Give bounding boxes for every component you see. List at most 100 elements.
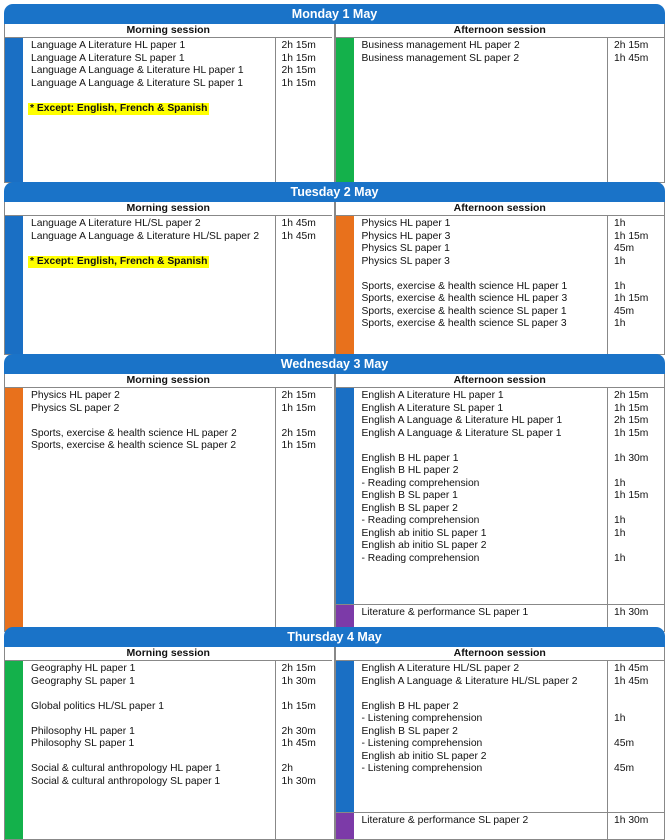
- exam-row: [31, 751, 275, 764]
- subject-color-bar: [5, 38, 23, 182]
- duration-column: 1h 30m: [607, 605, 664, 631]
- exam-row: [31, 415, 275, 428]
- duration-cell: 1h 30m: [614, 452, 649, 464]
- subject-color-bar: [335, 216, 354, 354]
- duration-column: 2h 15m 1h 30m 1h 15m 2h 30m 1h 45m 2h 1h 30m: [274, 661, 332, 839]
- duration-cell: 1h 15m: [281, 52, 316, 64]
- day-body: Morning session Language A Literature HL/…: [4, 202, 665, 355]
- duration-cell: [614, 440, 664, 453]
- day-section: Monday 1 May Morning session Language A Li…: [4, 4, 665, 183]
- exam-name: Business management SL paper 2: [361, 52, 520, 64]
- duration-cell: 1h 45m: [281, 738, 316, 749]
- exam-row: English B HL paper 2: [362, 465, 608, 478]
- subject-color-bar: [335, 388, 354, 604]
- afternoon-content: Physics HL paper 1 Physics HL paper 3 Phys…: [335, 216, 665, 354]
- duration-cell: 1h 30m: [614, 607, 649, 618]
- exam-row: Physics HL paper 2: [31, 390, 275, 403]
- exam-row: Language A Literature HL paper 1: [31, 40, 275, 53]
- exam-name: English A Language & Literature HL paper…: [361, 415, 563, 426]
- subject-color-bar: [335, 813, 354, 839]
- exam-row: - Listening comprehension: [362, 738, 608, 751]
- exam-row: Literature & performance SL paper 2: [362, 815, 608, 828]
- afternoon-session: Afternoon session English A Literature HL…: [334, 647, 665, 839]
- exam-name: Language A Language & Literature HL pape…: [31, 65, 244, 76]
- exception-note: * Except: English, French & Spanish: [28, 102, 210, 115]
- afternoon-session-heading: Afternoon session: [335, 24, 664, 38]
- exam-name: - Reading comprehension: [361, 552, 480, 564]
- exam-name: English A Literature SL paper 1: [361, 402, 504, 414]
- exam-name: Language A Literature HL/SL paper 2: [31, 218, 201, 229]
- exam-list: Business management HL paper 2 Business m…: [354, 38, 608, 182]
- exam-row: English A Language & Literature SL paper…: [362, 428, 608, 441]
- day-header: Tuesday 2 May: [4, 182, 665, 202]
- subject-color-bar: [335, 605, 354, 631]
- exam-row: - Reading comprehension: [362, 478, 608, 491]
- day-section: Wednesday 3 May Morning session Physics HL…: [4, 354, 665, 632]
- exam-list: Literature & performance SL paper 1: [354, 605, 608, 631]
- duration-cell: [614, 503, 664, 516]
- duration-cell: 1h 15m: [281, 77, 316, 89]
- exam-row: English ab initio SL paper 2: [362, 751, 608, 764]
- afternoon-session-heading: Afternoon session: [335, 647, 664, 661]
- exam-name: English B HL paper 2: [361, 465, 459, 476]
- duration-cell: 1h 30m: [281, 675, 316, 687]
- exam-name: Geography SL paper 1: [31, 675, 135, 687]
- duration-cell: 45m: [614, 243, 635, 254]
- exam-name: - Reading comprehension: [361, 515, 480, 526]
- duration-column: 1h 45m 1h 45m 1h 45m 45m: [607, 661, 664, 812]
- exam-name: English ab initio SL paper 2: [361, 540, 487, 551]
- exam-row: Sports, exercise & health science HL pap…: [362, 293, 608, 306]
- exception-note: * Except: English, French & Spanish: [28, 255, 210, 268]
- exam-row: Physics SL paper 1: [362, 243, 608, 256]
- duration-cell: [282, 415, 332, 428]
- exam-row: Sports, exercise & health science SL pap…: [362, 306, 608, 319]
- duration-cell: 1h 15m: [281, 700, 316, 712]
- afternoon-content: English A Literature HL paper 1 English A…: [335, 388, 664, 631]
- duration-cell: 1h: [614, 515, 626, 526]
- exam-row: [31, 713, 275, 726]
- exam-row: - Reading comprehension: [362, 553, 608, 566]
- duration-cell: 1h 45m: [614, 52, 649, 64]
- duration-cell: 2h 15m: [614, 415, 649, 426]
- exam-name: Global politics HL/SL paper 1: [31, 700, 164, 712]
- exam-name: Physics SL paper 1: [361, 243, 450, 254]
- exam-list: Physics HL paper 1 Physics HL paper 3 Phys…: [354, 216, 608, 354]
- duration-cell: 1h 15m: [614, 490, 649, 501]
- exam-row: Physics HL paper 1: [362, 218, 608, 231]
- exam-name: English ab initio SL paper 2: [361, 750, 487, 762]
- duration-column: 2h 15m 1h 15m 2h 15m 1h 15m 1h 30m 1h 1h 15m 1h…: [607, 388, 664, 604]
- duration-cell: 2h 30m: [281, 725, 316, 737]
- exam-name: Language A Language & Literature HL/SL p…: [31, 230, 260, 242]
- exam-row: Language A Literature HL/SL paper 2: [31, 218, 275, 231]
- afternoon-session: Afternoon session Physics HL paper 1 Physi…: [334, 202, 665, 354]
- duration-cell: [614, 540, 664, 553]
- exam-row: Business management SL paper 2: [362, 53, 608, 66]
- morning-session: Morning session Language A Literature HL …: [5, 24, 335, 182]
- exam-name: Physics HL paper 2: [31, 390, 120, 401]
- subject-group: Language A Literature HL/SL paper 2 Langu…: [5, 216, 332, 354]
- exam-name: Sports, exercise & health science HL pap…: [361, 293, 568, 304]
- subject-group: English A Literature HL/SL paper 2 Englis…: [335, 661, 665, 812]
- day-section: Thursday 4 May Morning session Geography H…: [4, 627, 665, 840]
- exam-name: - Listening comprehension: [361, 763, 483, 774]
- exam-row: Sports, exercise & health science SL pap…: [31, 440, 275, 453]
- exam-list: English A Literature HL/SL paper 2 Englis…: [354, 661, 608, 812]
- morning-content: Physics HL paper 2 Physics SL paper 2 Spor…: [5, 388, 332, 631]
- duration-cell: 2h 15m: [614, 390, 649, 401]
- afternoon-content: Business management HL paper 2 Business m…: [335, 38, 665, 182]
- afternoon-session: Afternoon session Business management HL …: [334, 24, 665, 182]
- exam-row: Geography HL paper 1: [31, 663, 275, 676]
- duration-cell: [282, 713, 332, 726]
- duration-cell: [614, 701, 664, 714]
- exam-row: English A Literature HL paper 1: [362, 390, 608, 403]
- day-header: Wednesday 3 May: [4, 354, 665, 374]
- duration-cell: 1h 15m: [614, 230, 649, 242]
- duration-cell: 1h: [614, 218, 626, 229]
- exam-name: Language A Language & Literature SL pape…: [31, 77, 244, 89]
- subject-color-bar: [335, 38, 354, 182]
- duration-cell: [282, 688, 332, 701]
- duration-cell: 2h: [281, 763, 293, 774]
- subject-color-bar: [5, 388, 23, 631]
- duration-cell: [614, 726, 664, 739]
- afternoon-session-heading: Afternoon session: [335, 202, 664, 216]
